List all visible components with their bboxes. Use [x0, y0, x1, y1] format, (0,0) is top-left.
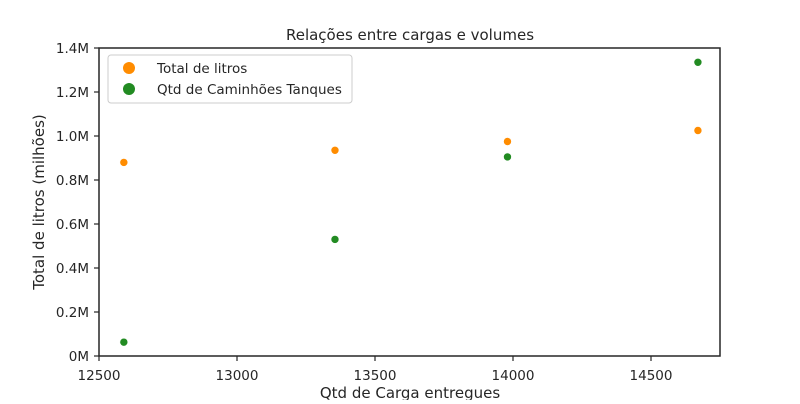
x-tick-label: 14000: [492, 368, 535, 384]
y-tick-label: 1.2M: [56, 85, 89, 101]
y-tick-label: 1.0M: [56, 129, 89, 145]
data-point-series-1: [693, 126, 703, 135]
data-point-series-1: [330, 146, 340, 155]
legend-marker: [123, 83, 135, 95]
x-tick-label: 14500: [630, 368, 673, 384]
legend-box: [107, 54, 353, 104]
y-axis-ticks: 0M 0.2M 0.4M 0.6M 0.8M 1.0M 1.2M 1.4M: [56, 41, 99, 365]
legend-marker: [123, 62, 135, 74]
x-axis-ticks: 12500 13000 13500 14000 14500: [78, 356, 673, 384]
legend-label: Qtd de Caminhões Tanques: [157, 82, 342, 98]
y-tick-label: 0M: [69, 349, 89, 365]
y-tick-label: 0.2M: [56, 305, 89, 321]
x-tick-label: 13000: [216, 368, 259, 384]
x-axis-label: Qtd de Carga entregues: [320, 384, 500, 400]
y-tick-label: 0.8M: [56, 173, 89, 189]
chart-title: Relações entre cargas e volumes: [286, 26, 534, 44]
legend: Total de litros Qtd de Caminhões Tanques: [107, 54, 353, 104]
data-points: [119, 57, 703, 347]
y-axis-label: Total de litros (milhões): [30, 114, 48, 291]
data-point-series-1: [119, 158, 129, 167]
data-point-series-2: [503, 152, 512, 162]
y-tick-label: 1.4M: [56, 41, 89, 57]
data-point-series-2: [330, 235, 340, 244]
data-point-series-2: [693, 57, 703, 67]
plot-area: [98, 47, 721, 357]
x-tick-label: 12500: [78, 368, 121, 384]
plot-frame: [98, 47, 721, 357]
y-tick-label: 0.6M: [56, 217, 89, 233]
data-point-series-1: [503, 137, 512, 146]
data-point-series-2: [119, 337, 129, 347]
y-tick-label: 0.4M: [56, 261, 89, 277]
x-tick-label: 13500: [354, 368, 397, 384]
legend-label: Total de litros: [156, 61, 247, 77]
